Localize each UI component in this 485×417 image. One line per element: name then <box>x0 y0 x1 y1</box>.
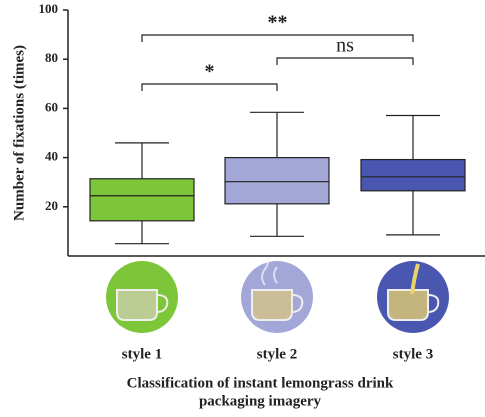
x-tick-label: style 1 <box>122 346 162 362</box>
significance-label: * <box>205 61 215 83</box>
y-tick-label: 20 <box>45 198 58 213</box>
x-axis-label: packaging imagery <box>199 393 322 409</box>
y-tick-label: 40 <box>45 149 58 164</box>
y-tick-label: 60 <box>45 99 58 114</box>
y-axis-label: Number of fixations (times) <box>11 45 27 221</box>
y-tick-label: 100 <box>39 1 59 16</box>
significance-bracket <box>277 58 413 65</box>
significance-bracket <box>142 84 277 91</box>
chart: Number of fixations (times) Classificati… <box>0 0 485 417</box>
significance-label: ** <box>268 12 288 34</box>
box <box>361 160 465 191</box>
x-tick-label: style 3 <box>393 346 433 362</box>
icons <box>106 255 449 333</box>
x-axis-label: Classification of instant lemongrass dri… <box>127 375 394 391</box>
box <box>225 158 329 204</box>
y-tick-label: 80 <box>45 50 58 65</box>
x-tick-label: style 2 <box>257 346 297 362</box>
significance-label: ns <box>336 35 354 57</box>
significance-bracket <box>142 35 413 42</box>
box <box>90 179 194 221</box>
